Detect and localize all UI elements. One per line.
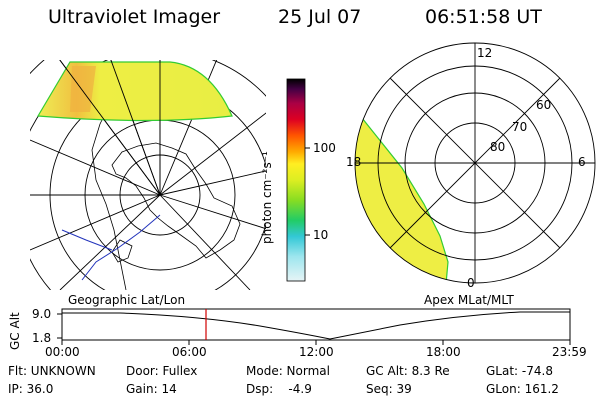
polar-aurora-oval: [355, 117, 449, 283]
colorbar: [286, 78, 306, 282]
info-ip: IP: 36.0: [8, 382, 54, 396]
timeline-ytick-1-8: 1.8: [32, 331, 52, 345]
timeline-xtick-1800: 18:00: [426, 345, 461, 359]
mlat-label-80: 80: [490, 140, 506, 154]
info-flight: Flt: UNKNOWN: [8, 364, 96, 378]
colorbar-tick-label-10: 10: [313, 228, 329, 242]
colorbar-label: photon cm⁻²s⁻¹: [260, 151, 274, 244]
mlt-label-18: 18: [346, 155, 362, 169]
mlat-label-60: 60: [536, 98, 552, 112]
time-label: 06:51:58 UT: [425, 6, 542, 28]
altitude-timeline-plot: [57, 308, 571, 345]
polar-mlat-mlt-map: [354, 42, 596, 284]
info-gain: Gain: 14: [126, 382, 177, 396]
altitude-curve: [62, 311, 570, 340]
mlt-label-12: 12: [477, 46, 493, 60]
info-glon: GLon: 161.2: [486, 382, 559, 396]
timeline-xtick-1200: 12:00: [299, 345, 334, 359]
mlt-label-6: 6: [578, 155, 586, 169]
timeline-xtick-0600: 06:00: [172, 345, 207, 359]
geo-aurora-arc: [36, 61, 233, 122]
mlt-label-0: 0: [467, 276, 475, 290]
timeline-xtick-2359: 23:59: [552, 345, 587, 359]
info-mode: Mode: Normal: [246, 364, 330, 378]
mlat-label-70: 70: [512, 120, 528, 134]
geographic-map: [30, 60, 266, 290]
colorbar-tick-label-100: 100: [313, 141, 336, 155]
polar-panel-label: Apex MLat/MLT: [424, 293, 514, 307]
geo-panel-label: Geographic Lat/Lon: [68, 293, 186, 307]
date-label: 25 Jul 07: [278, 6, 362, 28]
timeline-xtick-0000: 00:00: [45, 345, 80, 359]
info-door: Door: Fullex: [126, 364, 198, 378]
timeline-ytick-9: 9.0: [32, 307, 52, 321]
info-glat: GLat: -74.8: [486, 364, 553, 378]
instrument-title: Ultraviolet Imager: [48, 6, 221, 28]
info-gc-alt: GC Alt: 8.3 Re: [366, 364, 450, 378]
timeline-ylabel: GC Alt: [8, 312, 22, 350]
info-dsp: Dsp: -4.9: [246, 382, 312, 396]
info-seq: Seq: 39: [366, 382, 412, 396]
